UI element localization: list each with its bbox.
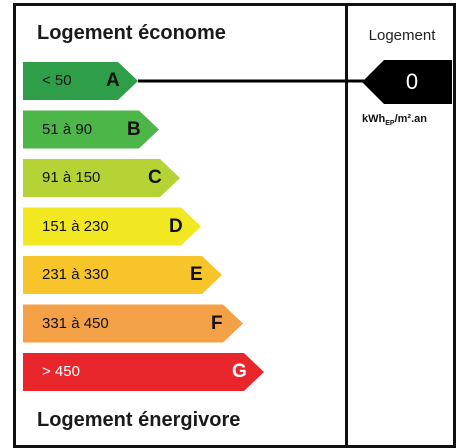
energy-class-c-letter: C — [148, 167, 162, 188]
consumption-value: 0 — [405, 69, 419, 94]
energy-class-g-letter: G — [232, 361, 247, 382]
energy-class-c-bar — [23, 159, 180, 197]
consumption-unit: kWhEP/m².an — [362, 113, 427, 127]
energy-class-g-range: > 450 — [42, 363, 80, 380]
title-energivore: Logement énergivore — [37, 409, 241, 431]
unit-sub: EP — [385, 120, 395, 128]
column-header-logement: Logement — [368, 27, 436, 44]
energy-class-e-range: 231 à 330 — [42, 266, 109, 283]
energy-class-b-range: 51 à 90 — [42, 120, 93, 138]
energy-class-c-range: 91 à 150 — [42, 169, 101, 186]
energy-class-a-range: < 50 — [42, 72, 72, 89]
energy-class-f-letter: F — [211, 312, 223, 334]
energy-class-e-letter: E — [190, 264, 203, 285]
unit-rest: /m².an — [394, 113, 427, 125]
energy-class-d-range: 151 à 230 — [42, 217, 109, 235]
energy-class-f-range: 331 à 450 — [42, 314, 109, 332]
energy-class-f-bar — [23, 304, 243, 343]
energy-class-d-letter: D — [169, 215, 183, 237]
title-econome: Logement économe — [37, 22, 226, 44]
energy-class-g-bar — [23, 353, 264, 391]
energy-class-a-bar — [23, 62, 138, 100]
column-divider — [345, 3, 348, 448]
energy-class-b-letter: B — [127, 118, 141, 140]
energy-class-a-letter: A — [106, 70, 120, 91]
unit-main: kWh — [362, 113, 386, 125]
energy-class-b-bar — [23, 110, 159, 149]
energy-class-e-bar — [23, 256, 222, 294]
value-arrow — [362, 60, 452, 104]
energy-class-d-bar — [23, 207, 201, 246]
